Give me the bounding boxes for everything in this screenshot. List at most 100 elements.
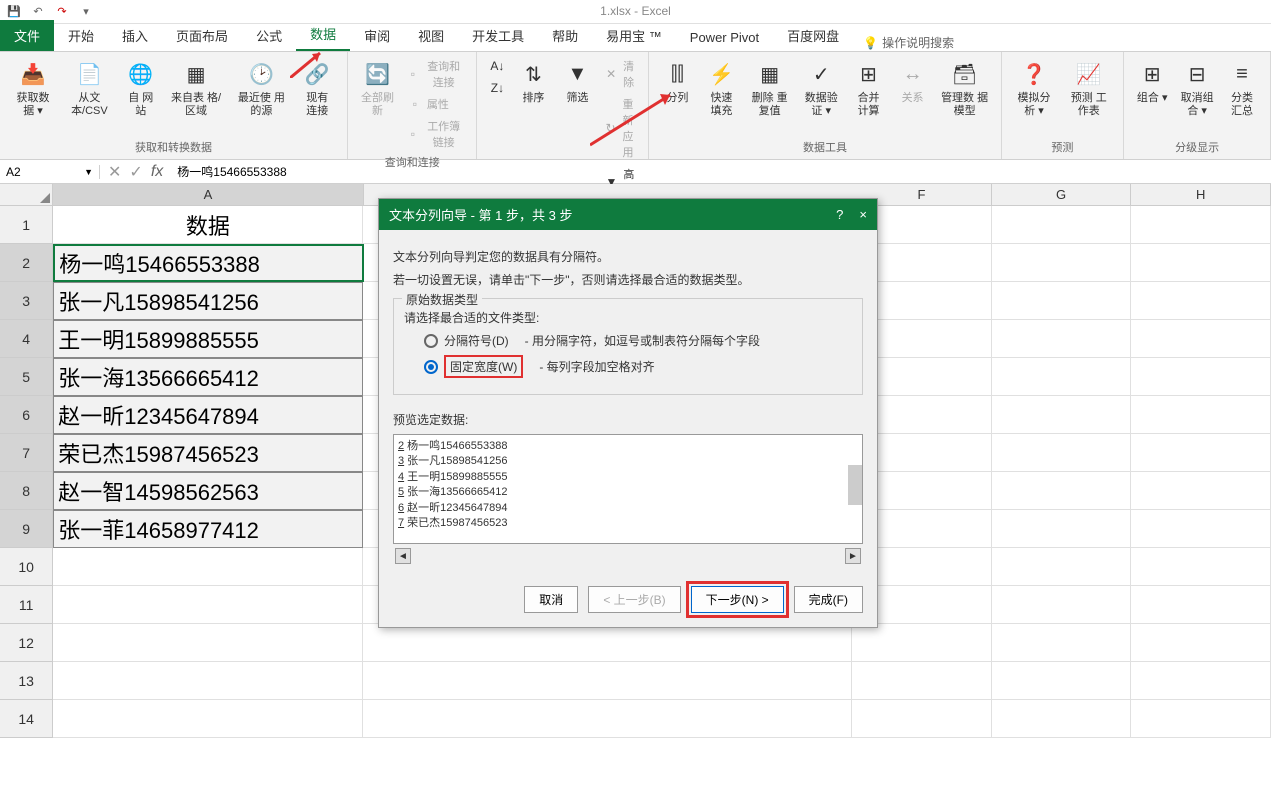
radio-delimited[interactable]: 分隔符号(D) - 用分隔字符，如逗号或制表符分隔每个字段	[424, 332, 852, 349]
row-header[interactable]: 12	[0, 624, 53, 662]
existing-conn-button[interactable]: 🔗现有 连接	[296, 56, 340, 120]
cancel-button[interactable]: 取消	[524, 586, 578, 613]
from-web-button[interactable]: 🌐自 网站	[121, 56, 161, 120]
radio-fixed-width[interactable]: 固定宽度(W) - 每列字段加空格对齐	[424, 355, 852, 378]
next-button[interactable]: 下一步(N) >	[691, 586, 784, 613]
relationships-button[interactable]: ↔关系	[893, 56, 933, 107]
formula-controls: ✕ ✓ fx	[100, 162, 171, 182]
formula-bar[interactable]: 杨一鸣15466553388	[171, 163, 1271, 180]
get-data-button[interactable]: 📥获取数 据 ▾	[8, 56, 58, 120]
redo-icon[interactable]: ↷	[54, 4, 70, 20]
cell-data[interactable]: 王一明15899885555	[53, 320, 363, 358]
ribbon-group-queries: 🔄全部刷新 ▫查询和连接 ▫属性 ▫工作簿链接 查询和连接	[348, 52, 477, 159]
enter-icon[interactable]: ✓	[129, 162, 142, 182]
row-header[interactable]: 10	[0, 548, 53, 586]
properties-button[interactable]: ▫属性	[403, 94, 469, 114]
lightbulb-icon: 💡	[863, 36, 878, 50]
remove-dup-button[interactable]: ▦删除 重复值	[745, 56, 793, 120]
tab-data[interactable]: 数据	[296, 18, 350, 51]
row-header[interactable]: 3	[0, 282, 53, 320]
filter-button[interactable]: ▼筛选	[557, 56, 597, 107]
subtotal-button[interactable]: ≡分类汇总	[1222, 56, 1262, 120]
consolidate-button[interactable]: ⊞合并计算	[849, 56, 889, 120]
scroll-left-icon[interactable]: ◄	[395, 548, 411, 564]
group-button[interactable]: ⊞组合 ▾	[1132, 56, 1172, 107]
tab-view[interactable]: 视图	[404, 20, 458, 51]
ribbon-group-get-data: 📥获取数 据 ▾ 📄从文 本/CSV 🌐自 网站 ▦来自表 格/区域 🕑最近使 …	[0, 52, 348, 159]
ribbon-group-sort: A↓ Z↓ ⇅排序 ▼筛选 ✕清除 ↻重新应用 ▼高级 排序和筛选	[477, 52, 649, 159]
whatif-button[interactable]: ❓模拟分析 ▾	[1010, 56, 1059, 120]
workbook-links-button[interactable]: ▫工作簿链接	[403, 116, 469, 152]
dialog-desc-1: 文本分列向导判定您的数据具有分隔符。	[393, 248, 863, 265]
tab-addin1[interactable]: 易用宝 ™	[592, 20, 676, 51]
row-header[interactable]: 5	[0, 358, 53, 396]
row-header[interactable]: 11	[0, 586, 53, 624]
text-to-columns-button[interactable]: ⫿⫿分列	[657, 56, 697, 107]
sort-button[interactable]: ⇅排序	[513, 56, 553, 107]
cell-data[interactable]: 张一凡15898541256	[53, 282, 363, 320]
save-icon[interactable]: 💾	[6, 4, 22, 20]
tab-file[interactable]: 文件	[0, 20, 54, 51]
tab-layout[interactable]: 页面布局	[162, 20, 242, 51]
row-header-1[interactable]: 1	[0, 206, 53, 244]
ungroup-button[interactable]: ⊟取消组合 ▾	[1176, 56, 1218, 120]
cell-data[interactable]: 张一菲14658977412	[53, 510, 363, 548]
chevron-down-icon: ▼	[84, 167, 93, 177]
data-type-fieldset: 原始数据类型 请选择最合适的文件类型: 分隔符号(D) - 用分隔字符，如逗号或…	[393, 298, 863, 395]
tab-home[interactable]: 开始	[54, 20, 108, 51]
tab-insert[interactable]: 插入	[108, 20, 162, 51]
data-validation-button[interactable]: ✓数据验 证 ▾	[798, 56, 845, 120]
cell-A1[interactable]: 数据	[53, 206, 363, 244]
select-all-corner[interactable]	[0, 184, 53, 206]
row-header[interactable]: 14	[0, 700, 53, 738]
help-icon[interactable]: ?	[836, 207, 843, 222]
scrollbar-thumb[interactable]	[848, 465, 862, 505]
tab-powerpivot[interactable]: Power Pivot	[676, 24, 773, 51]
recent-sources-button[interactable]: 🕑最近使 用的源	[231, 56, 291, 120]
col-header-A[interactable]: A	[53, 184, 363, 206]
flash-fill-button[interactable]: ⚡快速填充	[701, 56, 741, 120]
tab-baidu[interactable]: 百度网盘	[773, 20, 853, 51]
dropdown-icon[interactable]: ▾	[78, 4, 94, 20]
sort-asc-button[interactable]: A↓	[485, 56, 509, 76]
undo-icon[interactable]: ↶	[30, 4, 46, 20]
from-table-button[interactable]: ▦来自表 格/区域	[165, 56, 228, 120]
row-header[interactable]: 7	[0, 434, 53, 472]
from-csv-button[interactable]: 📄从文 本/CSV	[62, 56, 117, 120]
col-header-H[interactable]: H	[1131, 184, 1271, 206]
tab-formula[interactable]: 公式	[242, 20, 296, 51]
cell-data[interactable]: 张一海13566665412	[53, 358, 363, 396]
preview-label: 预览选定数据:	[393, 411, 863, 428]
tell-me-search[interactable]: 💡 操作说明搜索	[863, 34, 954, 51]
tab-review[interactable]: 审阅	[350, 20, 404, 51]
cell-data[interactable]: 赵一昕12345647894	[53, 396, 363, 434]
cell-data[interactable]: 赵一智14598562563	[53, 472, 363, 510]
name-box[interactable]: A2 ▼	[0, 165, 100, 179]
cell-data[interactable]: 荣已杰15987456523	[53, 434, 363, 472]
reapply-button[interactable]: ↻重新应用	[601, 94, 640, 162]
empty-row: 12	[0, 624, 1271, 662]
cell-data[interactable]: 杨一鸣15466553388	[53, 244, 363, 282]
close-icon[interactable]: ×	[859, 207, 867, 222]
finish-button[interactable]: 完成(F)	[794, 586, 863, 613]
row-header[interactable]: 6	[0, 396, 53, 434]
col-header-G[interactable]: G	[992, 184, 1132, 206]
data-model-button[interactable]: 🗃管理数 据模型	[937, 56, 993, 120]
row-header[interactable]: 4	[0, 320, 53, 358]
queries-conn-button[interactable]: ▫查询和连接	[403, 56, 469, 92]
refresh-all-button[interactable]: 🔄全部刷新	[356, 56, 399, 120]
dialog-titlebar[interactable]: 文本分列向导 - 第 1 步，共 3 步 ? ×	[379, 199, 877, 230]
row-header[interactable]: 13	[0, 662, 53, 700]
forecast-sheet-button[interactable]: 📈预测 工作表	[1062, 56, 1115, 120]
fx-icon[interactable]: fx	[151, 163, 163, 181]
scroll-right-icon[interactable]: ►	[845, 548, 861, 564]
tab-dev[interactable]: 开发工具	[458, 20, 538, 51]
row-header[interactable]: 8	[0, 472, 53, 510]
tab-help[interactable]: 帮助	[538, 20, 592, 51]
row-header[interactable]: 2	[0, 244, 53, 282]
row-header[interactable]: 9	[0, 510, 53, 548]
cancel-icon[interactable]: ✕	[108, 162, 121, 182]
clear-filter-button[interactable]: ✕清除	[601, 56, 640, 92]
sort-desc-button[interactable]: Z↓	[485, 78, 509, 98]
preview-line: 6 赵一昕12345647894	[398, 501, 858, 516]
